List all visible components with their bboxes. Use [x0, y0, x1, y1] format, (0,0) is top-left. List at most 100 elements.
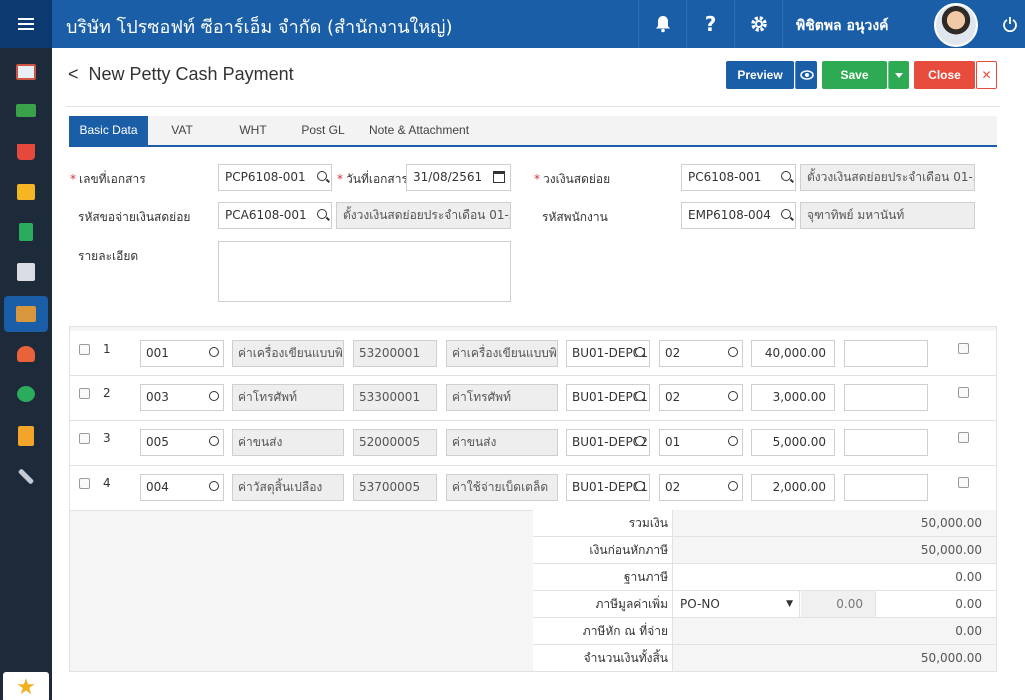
search-icon[interactable]: [209, 481, 219, 491]
back-chevron-icon[interactable]: <: [68, 64, 79, 84]
close-icon[interactable]: ✕: [976, 61, 997, 89]
expense-code-field[interactable]: 004: [140, 474, 224, 501]
row-checkbox[interactable]: [79, 344, 90, 355]
tab-note-attachment[interactable]: Note & Attachment: [368, 123, 470, 137]
document-icon[interactable]: [0, 418, 52, 454]
remark-field[interactable]: [844, 340, 928, 367]
amount-field[interactable]: 40,000.00: [751, 340, 835, 367]
box-icon[interactable]: [0, 174, 52, 210]
hamburger-menu-icon[interactable]: [0, 0, 52, 48]
top-bar: บริษัท โปรซอฟท์ ซีอาร์เอ็ม จำกัด (สำนักง…: [0, 0, 1025, 48]
request-no-field[interactable]: PCA6108-001: [218, 202, 332, 229]
row-checkbox[interactable]: [79, 388, 90, 399]
monitor-icon[interactable]: [0, 54, 52, 90]
account-name: ค่าโทรศัพท์: [446, 384, 558, 411]
row-flag-checkbox[interactable]: [958, 343, 969, 354]
tab-basic-data[interactable]: Basic Data: [69, 116, 148, 145]
user-name[interactable]: พิชิตพล อนุวงค์: [796, 18, 889, 34]
star-icon[interactable]: ★: [3, 672, 49, 700]
expense-name: ค่าขนส่ง: [232, 429, 344, 456]
vat-amount[interactable]: 0.00: [955, 597, 982, 611]
remark-field[interactable]: [844, 384, 928, 411]
search-icon[interactable]: [728, 391, 738, 401]
employee-field[interactable]: EMP6108-004: [681, 202, 796, 229]
department-field[interactable]: BU01-DEP01: [566, 474, 650, 501]
expense-code-field[interactable]: 003: [140, 384, 224, 411]
row-flag-checkbox[interactable]: [958, 387, 969, 398]
account-code: 52000005: [353, 429, 437, 456]
account-name: ค่าใช้จ่ายเบ็ดเตล็ด: [446, 474, 558, 501]
avatar[interactable]: [934, 3, 978, 47]
row-flag-checkbox[interactable]: [958, 477, 969, 488]
tab-vat[interactable]: VAT: [171, 123, 193, 137]
search-icon[interactable]: [635, 391, 645, 401]
remark-field[interactable]: [844, 429, 928, 456]
search-icon[interactable]: [728, 481, 738, 491]
wallet-icon[interactable]: [4, 296, 48, 332]
employee-name: จุฑาทิพย์ มหานันท์: [800, 202, 975, 229]
summary-vat: ภาษีมูลค่าเพิ่ม PO-NO ▼ 0.00 0.00: [533, 591, 996, 618]
project-field[interactable]: 02: [659, 474, 743, 501]
search-icon[interactable]: [317, 209, 327, 219]
bell-icon[interactable]: [638, 0, 686, 48]
money-icon[interactable]: [0, 92, 52, 128]
doc-no-field[interactable]: PCP6108-001: [218, 164, 332, 191]
search-icon[interactable]: [209, 347, 219, 357]
bank-icon[interactable]: [0, 254, 52, 290]
summary-tax-base: ฐานภาษี 0.00: [533, 564, 996, 591]
table-row: 2 003 ค่าโทรศัพท์ 53300001 ค่าโทรศัพท์ B…: [70, 376, 996, 421]
project-field[interactable]: 01: [659, 429, 743, 456]
search-icon[interactable]: [728, 347, 738, 357]
search-icon[interactable]: [635, 347, 645, 357]
search-icon[interactable]: [209, 391, 219, 401]
row-checkbox[interactable]: [79, 433, 90, 444]
chevron-down-icon[interactable]: [888, 61, 909, 89]
amount-field[interactable]: 3,000.00: [751, 384, 835, 411]
people-icon[interactable]: [0, 336, 52, 372]
petty-cash-field[interactable]: PC6108-001: [681, 164, 796, 191]
account-code: 53700005: [353, 474, 437, 501]
power-icon[interactable]: [994, 0, 1025, 48]
amount-field[interactable]: 5,000.00: [751, 429, 835, 456]
vat-type-select[interactable]: PO-NO ▼: [674, 591, 800, 617]
department-field[interactable]: BU01-DEP01: [566, 340, 650, 367]
search-icon[interactable]: [635, 481, 645, 491]
search-icon[interactable]: [781, 171, 791, 181]
remark-field[interactable]: [844, 474, 928, 501]
calendar-icon[interactable]: [493, 171, 505, 183]
tab-post-gl[interactable]: Post GL: [301, 123, 345, 137]
amount-field[interactable]: 2,000.00: [751, 474, 835, 501]
expense-code-field[interactable]: 005: [140, 429, 224, 456]
search-icon[interactable]: [728, 436, 738, 446]
row-number: 3: [103, 431, 111, 445]
company-name: บริษัท โปรซอฟท์ ซีอาร์เอ็ม จำกัด (สำนักง…: [66, 17, 453, 38]
eye-icon[interactable]: [795, 61, 817, 89]
project-field[interactable]: 02: [659, 340, 743, 367]
department-field[interactable]: BU01-DEP02: [566, 429, 650, 456]
save-button[interactable]: Save: [822, 61, 887, 89]
detail-textarea[interactable]: [218, 241, 511, 302]
preview-button[interactable]: Preview: [726, 61, 794, 89]
close-button[interactable]: Close: [914, 61, 975, 89]
tab-bar: Basic Data VAT WHT Post GL Note & Attach…: [69, 116, 997, 147]
search-icon[interactable]: [781, 209, 791, 219]
check-icon[interactable]: [0, 376, 52, 412]
tools-icon[interactable]: [0, 458, 52, 494]
book-icon[interactable]: [0, 214, 52, 250]
project-field[interactable]: 02: [659, 384, 743, 411]
row-flag-checkbox[interactable]: [958, 432, 969, 443]
department-field[interactable]: BU01-DEP01: [566, 384, 650, 411]
doc-date-field[interactable]: 31/08/2561: [406, 164, 511, 191]
search-icon[interactable]: [635, 436, 645, 446]
account-name: ค่าขนส่ง: [446, 429, 558, 456]
expense-name: ค่าโทรศัพท์: [232, 384, 344, 411]
tab-wht[interactable]: WHT: [239, 123, 267, 137]
help-icon[interactable]: ?: [686, 0, 734, 48]
gear-icon[interactable]: [734, 0, 782, 48]
expense-code-field[interactable]: 001: [140, 340, 224, 367]
search-icon[interactable]: [209, 436, 219, 446]
search-icon[interactable]: [317, 171, 327, 181]
row-checkbox[interactable]: [79, 478, 90, 489]
row-number: 4: [103, 476, 111, 490]
cart-icon[interactable]: [0, 134, 52, 170]
